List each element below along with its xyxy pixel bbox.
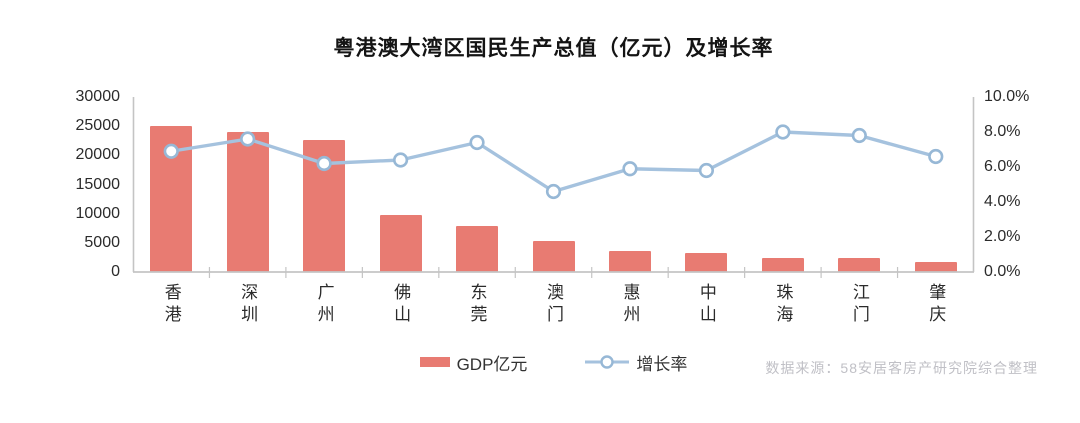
y-axis-tick-label-left: 20000 [75, 146, 121, 164]
growth-line-icon [585, 355, 630, 369]
x-axis-label: 佛山 [391, 283, 411, 327]
gdp-bar [761, 258, 804, 272]
x-axis-label: 惠州 [620, 283, 640, 327]
growth-marker [240, 131, 256, 147]
gdp-swatch-icon [419, 357, 450, 367]
source-note: 数据来源：58安居客房产研究院综合整理 [765, 360, 1038, 376]
gdp-bar [914, 261, 957, 272]
gdp-bar [608, 250, 651, 272]
growth-line [169, 130, 938, 194]
x-axis-label: 珠海 [773, 283, 793, 327]
x-axis-label: 深圳 [238, 283, 258, 327]
gdp-bar [456, 225, 499, 272]
y-axis-tick-label-left: 15000 [75, 175, 121, 193]
x-axis-label: 江门 [849, 283, 869, 327]
growth-marker [928, 148, 944, 165]
legend-item-label: GDP亿元 [456, 354, 528, 374]
growth-marker [851, 127, 867, 144]
growth-marker [545, 183, 562, 200]
y-axis-tick-label-right: 4.0% [984, 193, 1021, 210]
legend-item-gdp: GDP亿元 [419, 350, 528, 375]
gdp-bar [685, 252, 728, 272]
y-axis-tick-label-left: 25000 [75, 117, 121, 135]
legend-marker [600, 355, 615, 369]
growth-marker [622, 161, 638, 177]
x-axis-label: 香港 [161, 283, 181, 327]
gdp-bar [532, 241, 575, 272]
legend-item-growth: 增长率 [585, 350, 687, 375]
y-axis-tick-label-right: 2.0% [984, 228, 1021, 245]
chart-title: 粤港澳大湾区国民生产总值（亿元）及增长率 [333, 37, 774, 60]
gdp-bar [379, 215, 422, 272]
legend: GDP亿元 增长率 [133, 349, 974, 375]
growth-marker [316, 155, 332, 172]
y-axis-tick-label-left: 5000 [84, 233, 120, 251]
gdp-bar [838, 257, 881, 272]
growth-marker [469, 134, 485, 151]
gdp-bar [226, 132, 269, 272]
y-axis-tick-label-right: 6.0% [984, 158, 1021, 175]
y-axis-tick-label-right: 10.0% [984, 88, 1030, 105]
legend-item-label: 增长率 [636, 354, 688, 374]
y-axis-tick-label-left: 10000 [75, 204, 121, 222]
x-axis-label: 肇庆 [926, 283, 946, 327]
x-axis-label: 中山 [696, 283, 716, 327]
x-axis-label: 广州 [314, 283, 334, 327]
x-axis-label: 东莞 [467, 283, 487, 327]
growth-marker [163, 143, 179, 159]
growth-marker [392, 152, 409, 168]
growth-marker [775, 124, 791, 140]
x-axis-label: 澳门 [544, 283, 563, 327]
y-axis-tick-label-left: 30000 [75, 88, 121, 105]
y-axis-tick-label-right: 8.0% [984, 123, 1021, 140]
growth-marker [698, 162, 715, 179]
y-axis-tick-label-right: 0.0% [984, 263, 1021, 280]
y-axis-tick-label-left: 0 [111, 263, 120, 280]
